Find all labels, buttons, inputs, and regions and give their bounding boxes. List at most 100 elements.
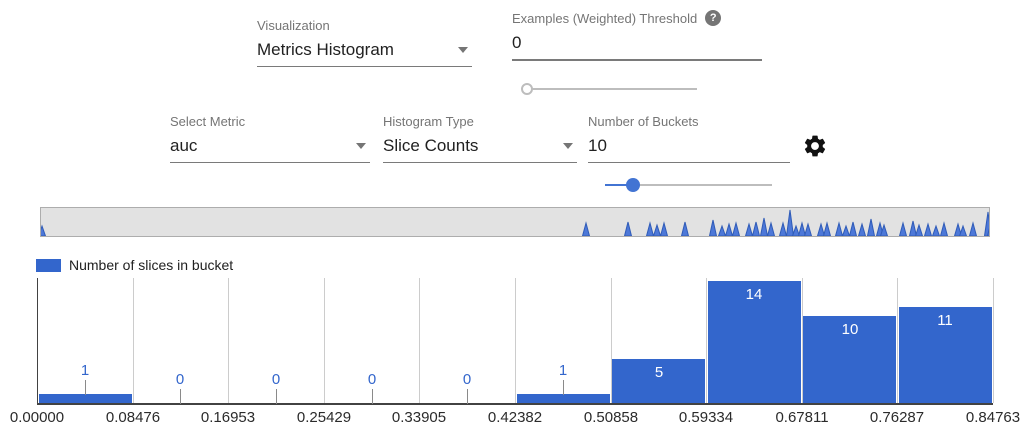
gear-icon — [804, 135, 826, 157]
bar-value-label: 0 — [462, 371, 472, 388]
distribution-spike — [581, 221, 591, 237]
distribution-spike — [908, 220, 918, 237]
histogram-bar[interactable] — [899, 307, 992, 403]
bar-value-label: 1 — [558, 362, 568, 379]
x-axis-tick-label: 0.67811 — [775, 409, 829, 426]
bar-label-leader-line — [85, 380, 86, 395]
legend-swatch — [36, 258, 61, 272]
legend-label: Number of slices in bucket — [69, 257, 234, 273]
gridline — [324, 278, 325, 403]
distribution-spike — [717, 224, 727, 237]
distribution-spike — [659, 221, 669, 237]
distribution-spike — [848, 221, 858, 237]
visualization-select[interactable]: Metrics Histogram — [257, 40, 472, 67]
gridline — [706, 278, 707, 403]
histogram-plot: 1 0 0 0 0 1 5 14 10 11 — [37, 278, 994, 405]
slice-overview-strip[interactable] — [37, 207, 996, 237]
threshold-input[interactable]: 0 — [512, 33, 762, 61]
distribution-spike — [822, 221, 832, 237]
distribution-spike — [866, 218, 876, 237]
histogram-type-label: Histogram Type — [383, 114, 474, 129]
gridline — [993, 278, 994, 403]
distribution-spike — [931, 224, 941, 237]
gridline — [228, 278, 229, 403]
y-axis-line — [37, 278, 38, 403]
x-axis-tick-label: 0.42382 — [487, 409, 543, 426]
distribution-spike — [623, 221, 633, 237]
chart-legend: Number of slices in bucket — [36, 257, 233, 273]
histogram-bar[interactable] — [517, 394, 610, 403]
metric-field: Select Metric auc — [170, 114, 370, 163]
gridline — [897, 278, 898, 403]
help-icon[interactable]: ? — [705, 10, 722, 26]
metric-value: auc — [170, 136, 198, 155]
distribution-spike — [731, 221, 741, 237]
distribution-spike — [724, 222, 734, 237]
histogram-bar[interactable] — [803, 316, 896, 403]
distribution-spike — [816, 222, 826, 237]
bar-value-label: 14 — [745, 286, 763, 303]
bar-value-label: 1 — [80, 362, 90, 379]
histogram-type-select[interactable]: Slice Counts — [383, 136, 577, 163]
bar-value-label: 0 — [367, 371, 377, 388]
buckets-slider-track[interactable] — [605, 184, 772, 186]
bar-value-label: 0 — [175, 371, 185, 388]
distribution-spike — [778, 221, 788, 237]
histogram-bar[interactable] — [612, 359, 705, 403]
x-axis-tick-label: 0.00000 — [9, 409, 65, 426]
buckets-label: Number of Buckets — [588, 114, 699, 129]
buckets-value: 10 — [588, 136, 607, 155]
settings-button[interactable] — [802, 133, 828, 159]
x-axis-tick-label: 0.16953 — [200, 409, 256, 426]
bar-label-leader-line — [467, 389, 468, 404]
distribution-spike — [645, 221, 655, 237]
x-axis-tick-label: 0.08476 — [105, 409, 161, 426]
x-axis-tick-label: 0.33905 — [391, 409, 447, 426]
threshold-field: Examples (Weighted) Threshold ? 0 — [512, 10, 762, 61]
bar-value-label: 11 — [937, 312, 953, 329]
buckets-slider-thumb[interactable] — [626, 178, 640, 192]
metric-select[interactable]: auc — [170, 136, 370, 163]
histogram-type-field: Histogram Type Slice Counts — [383, 114, 577, 163]
gridline — [419, 278, 420, 403]
x-axis-tick-label: 0.84763 — [965, 409, 1021, 426]
distribution-spike — [766, 221, 776, 237]
distribution-spike — [37, 224, 47, 237]
x-axis-tick-label: 0.76287 — [869, 409, 925, 426]
distribution-spike — [914, 223, 924, 237]
bar-value-label: 5 — [654, 364, 664, 381]
distribution-spike — [857, 222, 867, 237]
gridline — [611, 278, 612, 403]
chevron-down-icon — [458, 47, 468, 53]
distribution-spike — [923, 222, 933, 237]
buckets-input[interactable]: 10 — [588, 136, 790, 163]
threshold-label: Examples (Weighted) Threshold — [512, 10, 698, 26]
distribution-spike — [898, 221, 908, 237]
bar-label-leader-line — [276, 389, 277, 404]
distribution-spike — [834, 221, 844, 237]
distribution-spike — [759, 217, 769, 237]
threshold-slider-thumb[interactable] — [521, 83, 533, 95]
metric-label: Select Metric — [170, 114, 246, 129]
chevron-down-icon — [356, 143, 366, 149]
distribution-spike — [803, 222, 813, 237]
histogram-bar[interactable] — [39, 394, 132, 403]
distribution-spike — [939, 221, 949, 237]
distribution-spike — [785, 209, 795, 237]
visualization-value: Metrics Histogram — [257, 40, 394, 59]
buckets-field: Number of Buckets 10 — [588, 114, 790, 163]
distribution-spike — [968, 221, 978, 237]
distribution-spike — [652, 223, 662, 237]
threshold-value: 0 — [512, 33, 522, 52]
distribution-spike — [751, 221, 761, 237]
threshold-slider[interactable] — [521, 81, 697, 97]
histogram-bar[interactable] — [708, 281, 801, 403]
threshold-slider-track[interactable] — [522, 88, 697, 90]
gridline — [802, 278, 803, 403]
buckets-slider[interactable] — [605, 177, 772, 193]
distribution-spike — [708, 219, 718, 237]
x-axis-tick-label: 0.59334 — [678, 409, 734, 426]
distribution-spike — [797, 221, 807, 237]
gridline — [133, 278, 134, 403]
